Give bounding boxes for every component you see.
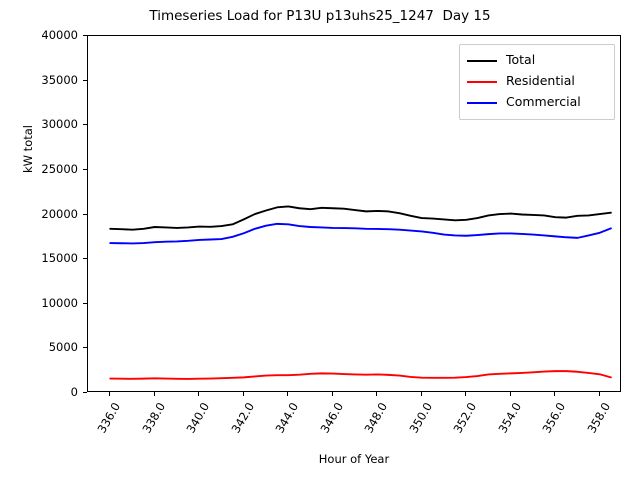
y-tick-label: 0 [70, 385, 78, 399]
y-tick-mark [83, 302, 87, 304]
y-tick-label: 20000 [41, 206, 78, 221]
x-tick-label: 354.0 [495, 400, 524, 436]
x-tick-label: 350.0 [406, 400, 435, 436]
y-tick-mark [83, 79, 87, 81]
y-tick-mark [83, 213, 87, 215]
y-tick-label: 10000 [41, 295, 78, 310]
chart-legend: Total Residential Commercial [459, 44, 615, 120]
x-tick-mark [242, 392, 244, 396]
x-tick-mark [153, 392, 155, 396]
legend-label: Total [506, 52, 536, 68]
legend-color-swatch [467, 101, 497, 104]
y-axis-label: kW total [21, 125, 35, 173]
series-line-residential [109, 370, 612, 380]
y-tick-mark [83, 124, 87, 126]
x-tick-label: 340.0 [183, 400, 213, 436]
y-tick-mark [83, 258, 87, 260]
legend-item: Commercial [467, 92, 607, 113]
legend-color-swatch [467, 59, 497, 62]
y-tick-label: 30000 [41, 117, 78, 132]
legend-label: Commercial [506, 94, 581, 110]
x-tick-label: 336.0 [94, 400, 124, 436]
plot-lines [109, 205, 612, 380]
y-tick-mark [83, 168, 87, 170]
x-tick-label: 358.0 [584, 400, 613, 436]
x-tick-mark [465, 392, 467, 396]
x-tick-label: 356.0 [539, 400, 569, 436]
y-tick-label: 25000 [41, 161, 78, 176]
x-tick-label: 348.0 [361, 400, 391, 436]
y-tick-mark [83, 347, 87, 349]
chart-title: Timeseries Load for P13U p13uhs25_1247 D… [149, 8, 491, 24]
x-tick-mark [287, 392, 289, 396]
y-tick-label: 5000 [48, 340, 78, 355]
x-tick-label: 344.0 [272, 400, 302, 436]
y-tick-mark [83, 392, 87, 394]
x-tick-label: 352.0 [450, 400, 480, 436]
y-tick-label: 35000 [41, 72, 78, 87]
x-tick-label: 346.0 [317, 400, 346, 436]
series-line-total [109, 205, 612, 231]
x-tick-mark [109, 392, 111, 396]
series-line-commercial [109, 222, 612, 245]
y-tick-label: 15000 [41, 251, 78, 266]
y-tick-mark [83, 35, 87, 37]
x-tick-label: 338.0 [139, 400, 168, 436]
legend-item: Residential [467, 71, 607, 92]
legend-label: Residential [506, 73, 575, 89]
x-tick-mark [198, 392, 200, 396]
x-tick-mark [598, 392, 600, 396]
x-axis-label: Hour of Year [318, 452, 390, 466]
x-tick-label: 342.0 [228, 400, 257, 436]
y-tick-label: 40000 [41, 28, 78, 42]
x-tick-mark [554, 392, 556, 396]
x-tick-mark [509, 392, 511, 396]
x-tick-mark [420, 392, 422, 396]
x-tick-mark [331, 392, 333, 396]
legend-color-swatch [467, 80, 497, 83]
x-tick-mark [376, 392, 378, 396]
legend-item: Total [467, 50, 607, 71]
